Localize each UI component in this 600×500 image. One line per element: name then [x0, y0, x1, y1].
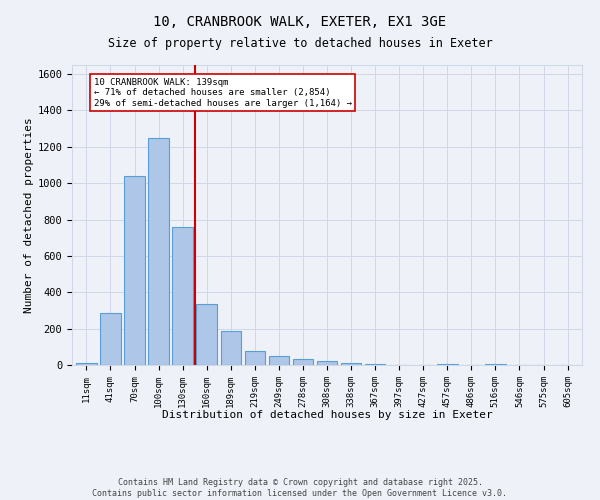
- Bar: [365, 364, 385, 365]
- Bar: [124, 176, 145, 365]
- Y-axis label: Number of detached properties: Number of detached properties: [25, 117, 35, 313]
- Bar: [76, 363, 97, 365]
- Bar: [485, 364, 506, 365]
- Bar: [437, 364, 458, 365]
- Text: 10 CRANBROOK WALK: 139sqm
← 71% of detached houses are smaller (2,854)
29% of se: 10 CRANBROOK WALK: 139sqm ← 71% of detac…: [94, 78, 352, 108]
- Bar: [221, 332, 241, 365]
- Bar: [245, 352, 265, 365]
- Bar: [293, 358, 313, 365]
- Text: 10, CRANBROOK WALK, EXETER, EX1 3GE: 10, CRANBROOK WALK, EXETER, EX1 3GE: [154, 15, 446, 29]
- Text: Size of property relative to detached houses in Exeter: Size of property relative to detached ho…: [107, 38, 493, 51]
- Bar: [196, 304, 217, 365]
- X-axis label: Distribution of detached houses by size in Exeter: Distribution of detached houses by size …: [161, 410, 493, 420]
- Bar: [341, 363, 361, 365]
- Bar: [100, 313, 121, 365]
- Bar: [269, 356, 289, 365]
- Bar: [317, 361, 337, 365]
- Text: Contains HM Land Registry data © Crown copyright and database right 2025.
Contai: Contains HM Land Registry data © Crown c…: [92, 478, 508, 498]
- Bar: [172, 227, 193, 365]
- Bar: [148, 138, 169, 365]
